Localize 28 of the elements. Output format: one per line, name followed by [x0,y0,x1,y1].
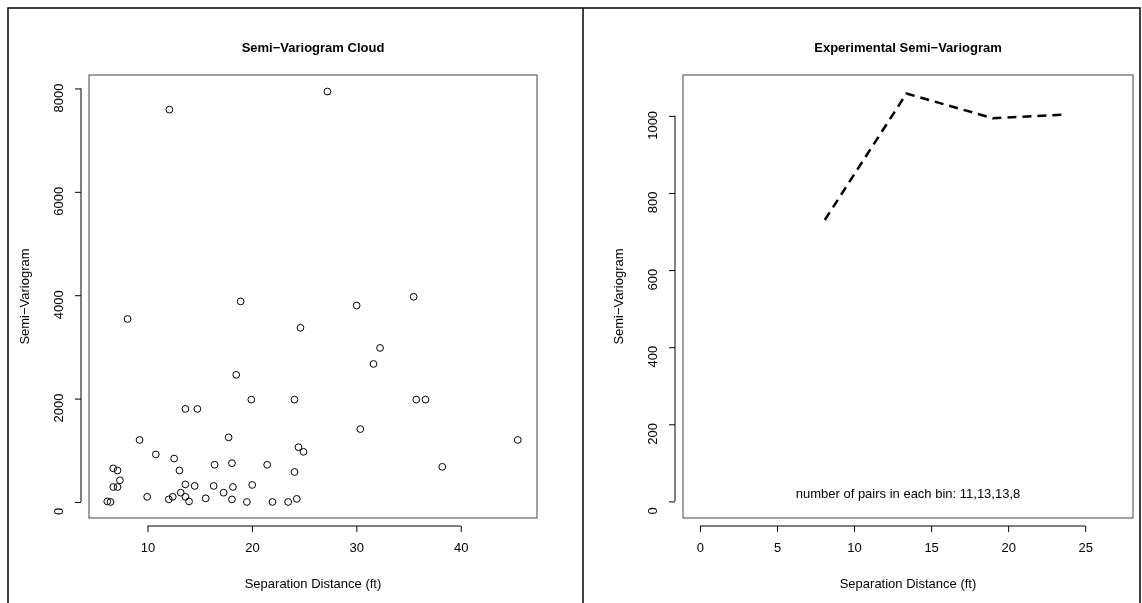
y-tick-label: 4000 [51,290,66,320]
x-axis-title: Separation Distance (ft) [839,576,977,591]
x-tick-label: 10 [140,539,156,555]
y-tick-label: 800 [645,191,660,214]
x-tick-label: 20 [245,539,260,555]
chart-title: Semi−Variogram Cloud [241,40,385,55]
x-tick-label: 20 [1001,539,1016,555]
x-tick-label: 15 [924,539,939,555]
y-axis-title: Semi−Variogram [17,248,32,345]
chart-title: Experimental Semi−Variogram [814,40,1002,55]
y-tick-label: 2000 [51,393,66,423]
x-tick-label: 40 [454,539,469,555]
x-tick-label: 10 [847,539,862,555]
x-tick-label: 5 [773,539,782,555]
x-tick-label: 0 [696,539,705,555]
y-tick-label: 600 [645,268,660,291]
y-tick-label: 400 [645,345,660,368]
x-tick-label: 30 [349,539,365,555]
y-tick-label: 200 [645,422,660,445]
y-axis-title: Semi−Variogram [611,248,626,345]
y-tick-label: 0 [645,507,660,515]
x-tick-label: 25 [1078,539,1093,555]
y-tick-label: 6000 [51,186,66,216]
x-axis-title: Separation Distance (ft) [244,576,382,591]
annotation: number of pairs in each bin: 11,13,13,8 [795,486,1021,501]
y-tick-label: 8000 [51,83,66,113]
y-tick-label: 1000 [645,110,660,140]
y-tick-label: 0 [51,507,66,516]
